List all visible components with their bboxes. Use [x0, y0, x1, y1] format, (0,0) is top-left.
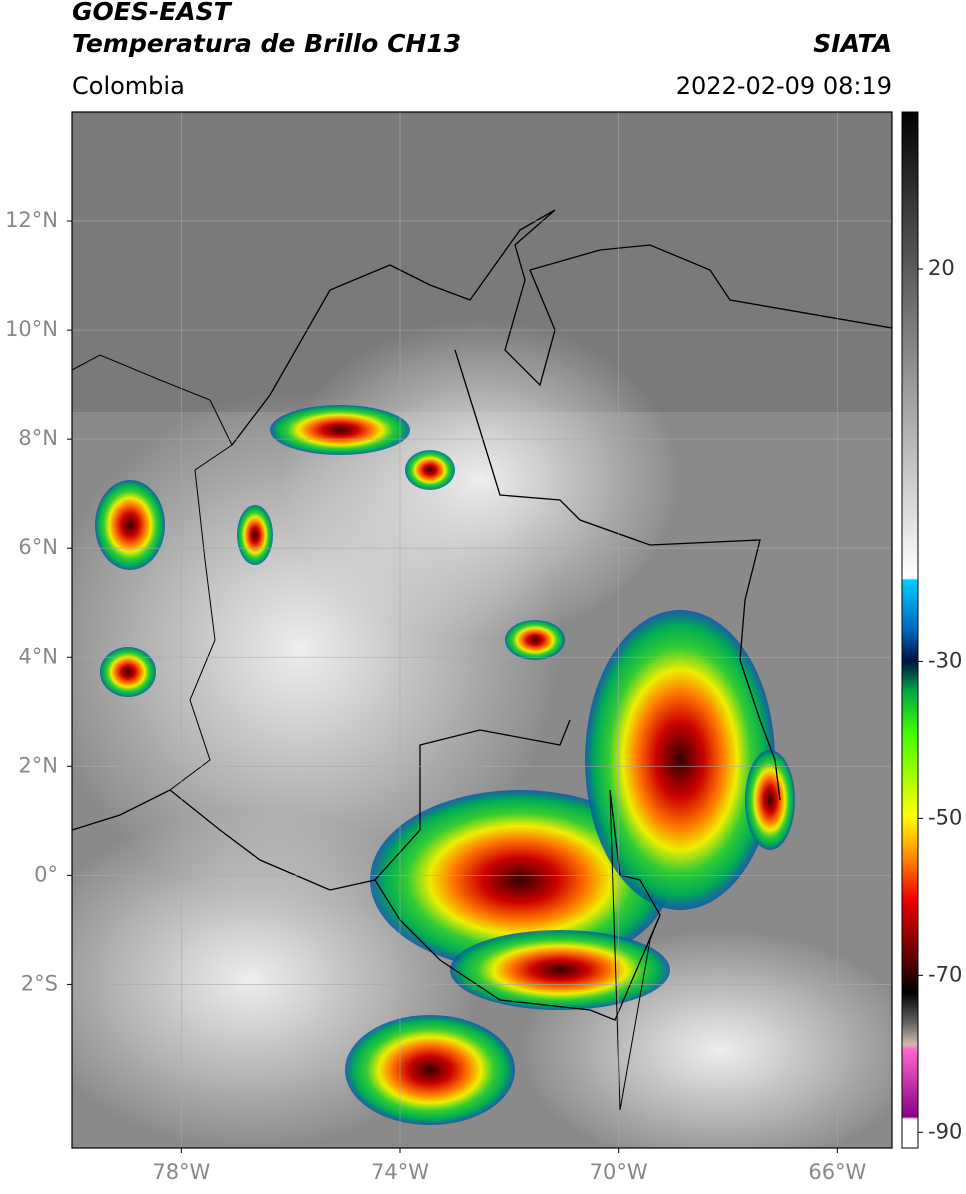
- y-tick-label: 0°: [34, 862, 58, 886]
- x-tick-label: 74°W: [371, 1160, 429, 1184]
- grid: [72, 112, 892, 1148]
- storm: [505, 620, 565, 660]
- cloud: [280, 320, 680, 640]
- storm: [745, 750, 795, 850]
- colorbar: [901, 111, 919, 1149]
- datetime-label: 2022-02-09 08:19: [676, 72, 892, 100]
- x-tick-label: 70°W: [590, 1160, 648, 1184]
- border: [454, 349, 781, 801]
- colorbar-tick-label: -50: [928, 805, 962, 829]
- y-tick-label: 10°N: [5, 317, 58, 341]
- satellite-title: GOES-EAST: [72, 0, 233, 26]
- y-tick-label: 6°N: [18, 535, 58, 559]
- storm: [237, 505, 273, 565]
- storm: [95, 480, 165, 570]
- colorbar-tick-label: 20: [928, 256, 955, 280]
- storm: [100, 647, 156, 697]
- y-tick-label: 8°N: [18, 426, 58, 450]
- satellite-image: [72, 112, 892, 1148]
- y-tick-label: 12°N: [5, 208, 58, 232]
- border: [374, 719, 661, 1021]
- border: [231, 209, 892, 446]
- y-tick-label: 2°S: [21, 971, 58, 995]
- map-frame: [71, 111, 893, 1149]
- y-tick-label: 4°N: [18, 644, 58, 668]
- storm: [405, 450, 455, 490]
- x-tick-label: 66°W: [808, 1160, 866, 1184]
- border: [72, 354, 233, 791]
- border: [609, 789, 661, 1111]
- source-label: SIATA: [813, 29, 892, 58]
- region-label: Colombia: [72, 72, 185, 100]
- storm: [370, 790, 670, 970]
- colorbar-tick-label: -30: [928, 648, 962, 672]
- colorbar-tick-label: -90: [928, 1119, 962, 1143]
- product-title: Temperatura de Brillo CH13: [72, 29, 461, 58]
- colorbar-tick-label: -70: [928, 962, 962, 986]
- storm: [345, 1015, 515, 1125]
- y-tick-label: 2°N: [18, 753, 58, 777]
- border: [72, 789, 376, 891]
- storm: [585, 610, 775, 910]
- storm: [270, 405, 410, 455]
- x-tick-label: 78°W: [152, 1160, 210, 1184]
